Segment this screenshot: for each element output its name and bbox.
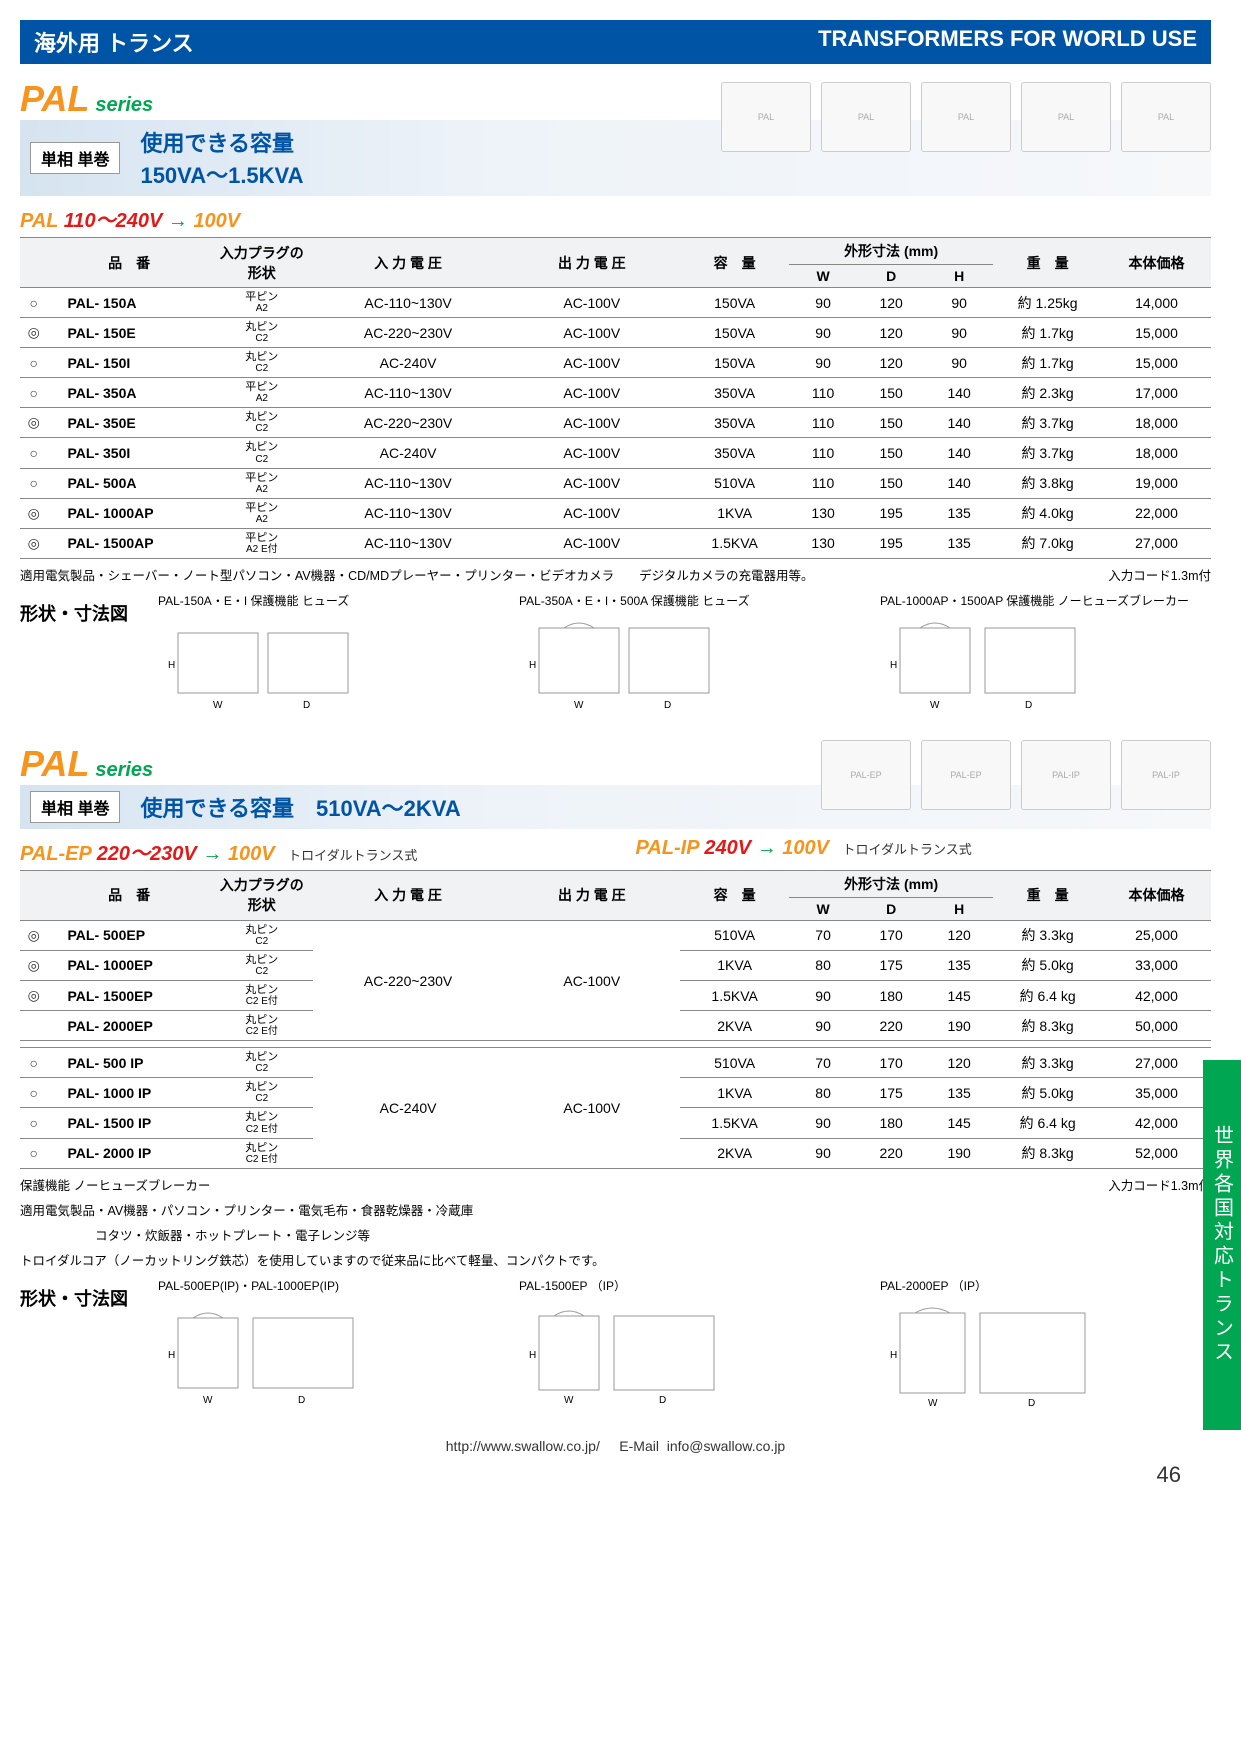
svg-text:D: D <box>303 700 310 711</box>
product-photo: PAL <box>721 82 811 152</box>
table-row: ◎ PAL- 150E 丸ピンC2 AC-220~230VAC-100V150V… <box>20 318 1211 348</box>
svg-text:D: D <box>664 700 671 711</box>
note-right: 入力コード1.3m付 <box>1108 565 1211 584</box>
diagram-2: H W D <box>519 613 739 713</box>
diagram-caption: PAL-1500EP （IP） <box>519 1277 850 1294</box>
capacity-label: 使用できる容量 <box>140 126 303 158</box>
svg-text:W: W <box>930 700 940 711</box>
spec-table-1: 品 番 入力プラグの形状 入 力 電 圧 出 力 電 圧 容 量 外形寸法 (m… <box>20 237 1211 559</box>
voltage-out: 100V <box>193 210 240 232</box>
product-photo: PAL-EP <box>821 740 911 810</box>
product-photo: PAL <box>1121 82 1211 152</box>
product-photo: PAL <box>1021 82 1111 152</box>
voltage-line-1: PAL 110～240V → 100V <box>20 200 1211 237</box>
series-sub: series <box>95 759 153 782</box>
product-photo: PAL <box>821 82 911 152</box>
svg-text:H: H <box>529 660 536 671</box>
svg-text:H: H <box>168 660 175 671</box>
spec-table-2: 品 番 入力プラグの形状 入 力 電 圧 出 力 電 圧 容 量 外形寸法 (m… <box>20 870 1211 1169</box>
diagram-caption: PAL-150A・E・I 保護機能 ヒューズ <box>158 592 489 609</box>
diagram-1: H W D <box>158 613 378 713</box>
page-number: 46 <box>1157 1462 1181 1488</box>
shape-label: 形状・寸法図 <box>20 600 128 626</box>
diagram-group-b2: PAL-1500EP （IP） H W D <box>519 1277 850 1408</box>
header-banner: 海外用 トランス TRANSFORMERS FOR WORLD USE <box>20 20 1211 64</box>
svg-text:H: H <box>529 1350 536 1361</box>
note-protection: 保護機能 ノーヒューズブレーカー <box>20 1175 210 1194</box>
voltage-arrow: → <box>168 210 188 232</box>
voltage-brand: PAL <box>20 210 58 232</box>
svg-text:W: W <box>574 700 584 711</box>
table-row: ○ PAL- 500A 平ピンA2 AC-110~130VAC-100V510V… <box>20 468 1211 498</box>
capacity-label: 使用できる容量 510VA～2KVA <box>140 791 460 823</box>
note-toroidal: トロイダルコア（ノーカットリング鉄芯）を使用していますので従来品に比べて軽量、コ… <box>20 1250 1211 1269</box>
diagram-b1: H W D <box>158 1298 378 1408</box>
svg-text:W: W <box>928 1398 938 1408</box>
shape-label-2: 形状・寸法図 <box>20 1285 128 1311</box>
footer-email: info@swallow.co.jp <box>667 1438 786 1454</box>
config-label: 単相 単巻 <box>30 791 120 823</box>
product-photo: PAL <box>921 82 1011 152</box>
table-row: ◎ PAL- 1000AP 平ピンA2 AC-110~130VAC-100V1K… <box>20 498 1211 528</box>
diagram-caption: PAL-350A・E・I・500A 保護機能 ヒューズ <box>519 592 850 609</box>
product-photo: PAL-IP <box>1121 740 1211 810</box>
diagram-group-b1: PAL-500EP(IP)・PAL-1000EP(IP) H W D <box>158 1277 489 1408</box>
config-label: 単相 単巻 <box>30 142 120 174</box>
svg-text:W: W <box>213 700 223 711</box>
banner-left: 海外用 トランス <box>34 26 194 58</box>
svg-text:H: H <box>890 1350 897 1361</box>
table-row: ◎ PAL- 500EP 丸ピンC2AC-220~230V AC-100V510… <box>20 920 1211 950</box>
series-main: PAL <box>20 78 89 120</box>
table-row: ◎ PAL- 350E 丸ピンC2 AC-220~230VAC-100V350V… <box>20 408 1211 438</box>
diagram-group-1: PAL-150A・E・I 保護機能 ヒューズ H W D <box>158 592 489 713</box>
table-row: ○ PAL- 350A 平ピンA2 AC-110~130VAC-100V350V… <box>20 378 1211 408</box>
diagram-caption: PAL-1000AP・1500AP 保護機能 ノーヒューズブレーカー <box>880 592 1211 609</box>
table-row: ○ PAL- 150I 丸ピンC2 AC-240VAC-100V150VA 90… <box>20 348 1211 378</box>
footer-url: http://www.swallow.co.jp/ <box>446 1438 600 1454</box>
svg-text:D: D <box>1028 1398 1035 1408</box>
side-tab: 世界各国対応トランス <box>1203 1060 1241 1430</box>
svg-text:W: W <box>564 1395 574 1406</box>
table-row: ◎ PAL- 1500AP 平ピンA2 E付 AC-110~130VAC-100… <box>20 528 1211 558</box>
product-photo: PAL-EP <box>921 740 1011 810</box>
diagram-b3: H W D <box>880 1298 1100 1408</box>
diagram-group-2: PAL-350A・E・I・500A 保護機能 ヒューズ H W D <box>519 592 850 713</box>
svg-text:D: D <box>659 1395 666 1406</box>
voltage-line-ip: PAL-IP 240V → 100V トロイダルトランス式 <box>636 833 1212 870</box>
note-left: 適用電気製品・シェーバー・ノート型パソコン・AV機器・CD/MDプレーヤー・プリ… <box>20 565 813 584</box>
footer-email-label: E-Mail <box>619 1438 659 1454</box>
diagram-3: H W D <box>880 613 1100 713</box>
svg-text:H: H <box>168 1350 175 1361</box>
capacity-value: 150VA～1.5KVA <box>140 158 303 190</box>
svg-text:H: H <box>890 660 897 671</box>
product-photo: PAL-IP <box>1021 740 1111 810</box>
table-row: ○ PAL- 500 IP 丸ピンC2AC-240V AC-100V510VA7… <box>20 1048 1211 1078</box>
table-row: ○ PAL- 150A 平ピンA2 AC-110~130VAC-100V150V… <box>20 288 1211 318</box>
table2-notes-top: 保護機能 ノーヒューズブレーカー 入力コード1.3m付 <box>20 1175 1211 1194</box>
svg-text:W: W <box>203 1395 213 1406</box>
banner-right: TRANSFORMERS FOR WORLD USE <box>818 26 1197 58</box>
svg-text:D: D <box>1025 700 1032 711</box>
table-row: ○ PAL- 350I 丸ピンC2 AC-240VAC-100V350VA 11… <box>20 438 1211 468</box>
svg-text:D: D <box>298 1395 305 1406</box>
voltage-in: 110～240V <box>64 210 163 232</box>
table1-notes: 適用電気製品・シェーバー・ノート型パソコン・AV機器・CD/MDプレーヤー・プリ… <box>20 565 1211 584</box>
series-sub: series <box>95 94 153 117</box>
note-appliances2: コタツ・炊飯器・ホットプレート・電子レンジ等 <box>20 1225 1211 1244</box>
diagram-caption: PAL-500EP(IP)・PAL-1000EP(IP) <box>158 1277 489 1294</box>
diagram-group-b3: PAL-2000EP （IP） H W D <box>880 1277 1211 1408</box>
diagram-group-3: PAL-1000AP・1500AP 保護機能 ノーヒューズブレーカー H W D <box>880 592 1211 713</box>
note-appliances: 適用電気製品・AV機器・パソコン・プリンター・電気毛布・食器乾燥器・冷蔵庫 <box>20 1200 1211 1219</box>
diagram-b2: H W D <box>519 1298 739 1408</box>
series-main: PAL <box>20 743 89 785</box>
note-cord: 入力コード1.3m付 <box>1108 1175 1211 1194</box>
page-footer: http://www.swallow.co.jp/ E-Mail info@sw… <box>20 1438 1211 1454</box>
voltage-line-ep: PAL-EP 220～230V → 100V トロイダルトランス式 <box>20 833 596 870</box>
diagram-caption: PAL-2000EP （IP） <box>880 1277 1211 1294</box>
